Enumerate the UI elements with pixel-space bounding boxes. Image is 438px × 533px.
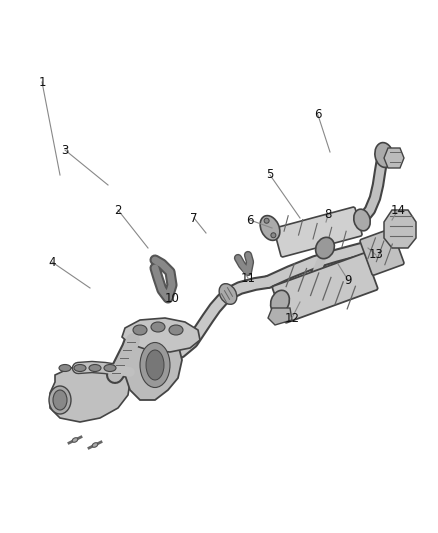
Polygon shape	[268, 308, 292, 325]
Text: 12: 12	[285, 311, 300, 325]
FancyBboxPatch shape	[360, 229, 404, 275]
Polygon shape	[384, 210, 416, 248]
FancyBboxPatch shape	[274, 207, 362, 257]
Ellipse shape	[74, 365, 86, 372]
Text: 6: 6	[314, 109, 322, 122]
Text: 13: 13	[368, 248, 383, 262]
Ellipse shape	[219, 284, 237, 304]
Ellipse shape	[59, 365, 71, 372]
Ellipse shape	[354, 209, 370, 231]
Text: 1: 1	[38, 76, 46, 88]
Ellipse shape	[271, 233, 276, 238]
Ellipse shape	[92, 443, 98, 447]
Text: 11: 11	[240, 271, 255, 285]
Ellipse shape	[264, 218, 269, 223]
Ellipse shape	[169, 325, 183, 335]
Polygon shape	[384, 148, 404, 168]
Polygon shape	[125, 332, 182, 400]
Ellipse shape	[151, 322, 165, 332]
Ellipse shape	[140, 343, 170, 387]
Ellipse shape	[89, 365, 101, 372]
Ellipse shape	[260, 216, 280, 240]
Polygon shape	[50, 365, 130, 422]
Ellipse shape	[133, 325, 147, 335]
Text: 4: 4	[48, 255, 56, 269]
Ellipse shape	[53, 390, 67, 410]
Ellipse shape	[72, 438, 78, 442]
Ellipse shape	[271, 290, 290, 314]
Text: 5: 5	[266, 168, 274, 182]
Ellipse shape	[104, 365, 116, 372]
Ellipse shape	[146, 350, 164, 380]
Ellipse shape	[316, 237, 334, 259]
Text: 8: 8	[324, 208, 332, 222]
Polygon shape	[122, 318, 200, 352]
Text: 2: 2	[114, 204, 122, 216]
Text: 6: 6	[246, 214, 254, 227]
Text: 3: 3	[61, 143, 69, 157]
Text: 10: 10	[165, 292, 180, 304]
Ellipse shape	[49, 386, 71, 414]
Text: 9: 9	[344, 273, 352, 287]
Text: 14: 14	[391, 204, 406, 216]
Text: 7: 7	[190, 212, 198, 224]
Ellipse shape	[375, 143, 393, 167]
FancyBboxPatch shape	[272, 253, 378, 323]
